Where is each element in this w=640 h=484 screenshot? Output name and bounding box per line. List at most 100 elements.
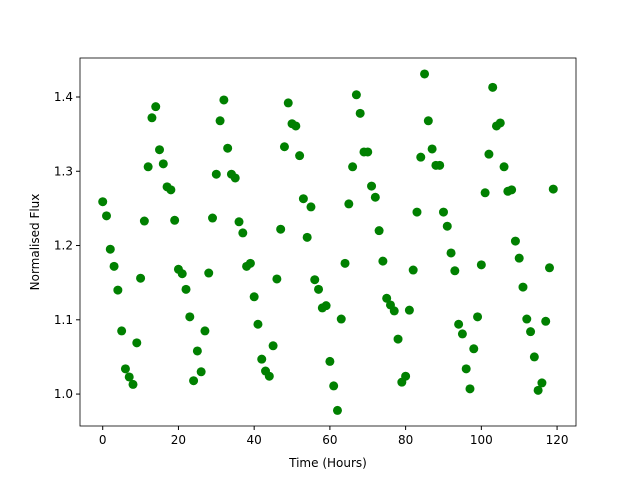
plot-frame <box>79 57 577 427</box>
point <box>298 194 308 204</box>
point <box>105 244 115 254</box>
point <box>276 224 286 234</box>
point <box>367 181 377 191</box>
point <box>548 184 558 194</box>
point <box>245 258 255 268</box>
point <box>295 151 305 161</box>
point <box>355 108 365 118</box>
point <box>401 371 411 381</box>
point <box>155 145 165 155</box>
x-tick-label: 80 <box>398 433 413 447</box>
point <box>204 268 214 278</box>
point <box>526 327 536 337</box>
point <box>253 319 263 329</box>
point <box>139 216 149 226</box>
point <box>412 207 422 217</box>
point <box>423 116 433 126</box>
y-tick-label: 1.2 <box>54 239 73 253</box>
point <box>238 228 248 238</box>
point <box>450 266 460 276</box>
point <box>302 232 312 242</box>
point <box>469 344 479 354</box>
x-tick-label: 20 <box>171 433 186 447</box>
point <box>351 90 361 100</box>
point <box>518 282 528 292</box>
point <box>340 258 350 268</box>
point <box>374 226 384 236</box>
point <box>136 273 146 283</box>
point <box>499 162 509 172</box>
point <box>476 260 486 270</box>
point <box>393 334 403 344</box>
y-tick-label: 1.0 <box>54 387 73 401</box>
point <box>279 142 289 152</box>
y-axis-label: Normalised Flux <box>28 194 42 291</box>
point <box>344 199 354 209</box>
point <box>132 338 142 348</box>
point <box>314 284 324 294</box>
point <box>189 376 199 386</box>
point <box>272 274 282 284</box>
point <box>408 265 418 275</box>
point <box>363 147 373 157</box>
point <box>223 143 233 153</box>
point <box>249 292 259 302</box>
point <box>378 256 388 266</box>
point <box>143 162 153 172</box>
point <box>446 248 456 258</box>
point <box>420 69 430 79</box>
point <box>98 197 108 207</box>
point <box>533 385 543 395</box>
point <box>283 98 293 108</box>
point <box>170 215 180 225</box>
point <box>128 379 138 389</box>
point <box>208 213 218 223</box>
x-tick-label: 40 <box>247 433 262 447</box>
point <box>151 102 161 112</box>
point <box>336 314 346 324</box>
point <box>457 329 467 339</box>
point <box>234 217 244 227</box>
point <box>102 211 112 221</box>
point <box>329 381 339 391</box>
point <box>416 152 426 162</box>
point <box>291 121 301 131</box>
point <box>382 293 392 303</box>
point <box>113 285 123 295</box>
point <box>230 173 240 183</box>
point <box>454 319 464 329</box>
point <box>264 371 274 381</box>
point <box>507 185 517 195</box>
point <box>325 356 335 366</box>
point <box>158 159 168 169</box>
x-tick-label: 120 <box>546 433 569 447</box>
point <box>484 149 494 159</box>
point <box>510 236 520 246</box>
point <box>200 326 210 336</box>
point <box>389 306 399 316</box>
point <box>404 305 414 315</box>
point <box>370 192 380 202</box>
point <box>147 113 157 123</box>
point <box>537 378 547 388</box>
point <box>348 162 358 172</box>
point <box>332 405 342 415</box>
point <box>427 144 437 154</box>
point <box>306 202 316 212</box>
point <box>257 354 267 364</box>
point <box>488 82 498 92</box>
point <box>268 341 278 351</box>
point <box>124 372 134 382</box>
point <box>514 253 524 263</box>
point <box>310 275 320 285</box>
point <box>185 312 195 322</box>
point <box>465 384 475 394</box>
x-axis-label: Time (Hours) <box>288 456 367 470</box>
point <box>480 188 490 198</box>
point <box>219 95 229 105</box>
point <box>529 352 539 362</box>
point <box>473 312 483 322</box>
y-tick-label: 1.3 <box>54 164 73 178</box>
point <box>196 367 206 377</box>
